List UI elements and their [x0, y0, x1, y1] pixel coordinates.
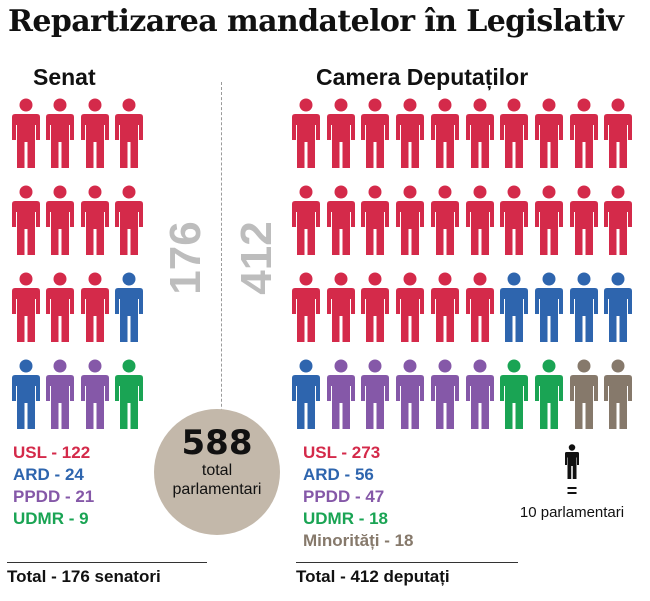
person-icon-usl	[604, 98, 633, 168]
person-icon-ppdd	[361, 359, 390, 429]
person-icon-usl	[361, 272, 390, 342]
senat-legend: USL - 122 ARD - 24 PPDD - 21 UDMR - 9	[13, 442, 94, 530]
total-circle: 588 total parlamentari	[154, 409, 280, 535]
person-icon-usl	[46, 272, 75, 342]
person-icon-usl	[569, 98, 598, 168]
legend-item-minoritati: Minorități - 18	[303, 531, 414, 550]
person-icon-usl	[114, 185, 143, 255]
senat-total-label: Total - 176 senatori	[7, 562, 207, 587]
person-icon-usl	[500, 185, 529, 255]
legend-item-usl: USL - 273	[303, 443, 381, 462]
person-icon-ppdd	[465, 359, 494, 429]
person-icon-usl	[361, 185, 390, 255]
person-icon-usl	[430, 272, 459, 342]
total-number: 588	[181, 423, 253, 463]
person-icon-usl	[12, 272, 40, 342]
person-icon-minoritati	[569, 359, 598, 429]
legend-item-ppdd: PPDD - 21	[13, 487, 95, 506]
section-divider	[221, 82, 222, 442]
person-icon-usl	[465, 272, 494, 342]
person-icon-usl	[500, 98, 529, 168]
person-icon-usl	[534, 185, 563, 255]
page-title: Repartizarea mandatelor în Legislativ	[8, 4, 624, 39]
person-icon-ppdd	[326, 359, 355, 429]
legend-item-ard: ARD - 56	[303, 465, 374, 484]
person-icon-ard	[534, 272, 563, 342]
key-equals: =	[566, 481, 578, 501]
person-icon-ard	[12, 359, 40, 429]
key-label: 10 parlamentari	[519, 504, 625, 521]
person-icon-usl	[430, 98, 459, 168]
person-icon-usl	[46, 98, 75, 168]
person-icon-minoritati	[604, 359, 633, 429]
senat-title: Senat	[33, 64, 96, 90]
person-icon-usl	[396, 98, 425, 168]
icon-key: = 10 parlamentari	[497, 444, 647, 521]
total-line1: total	[201, 462, 233, 479]
total-line2: parlamentari	[172, 481, 262, 498]
legend-item-usl: USL - 122	[13, 443, 91, 462]
person-icon-usl	[396, 272, 425, 342]
person-icon-usl	[604, 185, 633, 255]
person-icon-udmr	[534, 359, 563, 429]
person-icon-usl	[569, 185, 598, 255]
legend-item-ppdd: PPDD - 47	[303, 487, 385, 506]
person-icon-usl	[465, 185, 494, 255]
legend-item-ard: ARD - 24	[13, 465, 84, 484]
person-icon-ard	[604, 272, 633, 342]
person-icon-usl	[292, 98, 320, 168]
person-icon-usl	[430, 185, 459, 255]
person-icon-usl	[326, 98, 355, 168]
camera-total-number: 412	[232, 221, 281, 295]
person-icon-usl	[12, 185, 40, 255]
person-icon-usl	[465, 98, 494, 168]
legend-item-udmr: UDMR - 9	[13, 509, 89, 528]
person-icon-udmr	[500, 359, 529, 429]
person-icon-udmr	[114, 359, 143, 429]
person-icon-usl	[80, 98, 109, 168]
person-icon-ard	[569, 272, 598, 342]
person-icon-usl	[361, 98, 390, 168]
person-icon-ppdd	[80, 359, 109, 429]
person-icon-usl	[80, 185, 109, 255]
legend-item-udmr: UDMR - 18	[303, 509, 389, 528]
senat-total-number: 176	[161, 221, 210, 295]
person-icon-ppdd	[430, 359, 459, 429]
person-icon-ppdd	[396, 359, 425, 429]
person-icon-usl	[292, 272, 320, 342]
person-icon-usl	[326, 272, 355, 342]
person-icon-ard	[292, 359, 320, 429]
person-icon-usl	[80, 272, 109, 342]
camera-legend: USL - 273 ARD - 56 PPDD - 47 UDMR - 18 Minor…	[303, 442, 414, 552]
person-icon	[565, 444, 579, 479]
camera-total-label: Total - 412 deputați	[296, 562, 518, 587]
camera-title: Camera Deputaților	[316, 64, 529, 90]
person-icon-usl	[534, 98, 563, 168]
person-icon-ppdd	[46, 359, 75, 429]
person-icon-usl	[326, 185, 355, 255]
person-icon-usl	[12, 98, 40, 168]
person-icon-usl	[396, 185, 425, 255]
person-icon-ard	[500, 272, 529, 342]
person-icon-ard	[114, 272, 143, 342]
person-icon-usl	[46, 185, 75, 255]
person-icon-usl	[292, 185, 320, 255]
person-icon-usl	[114, 98, 143, 168]
